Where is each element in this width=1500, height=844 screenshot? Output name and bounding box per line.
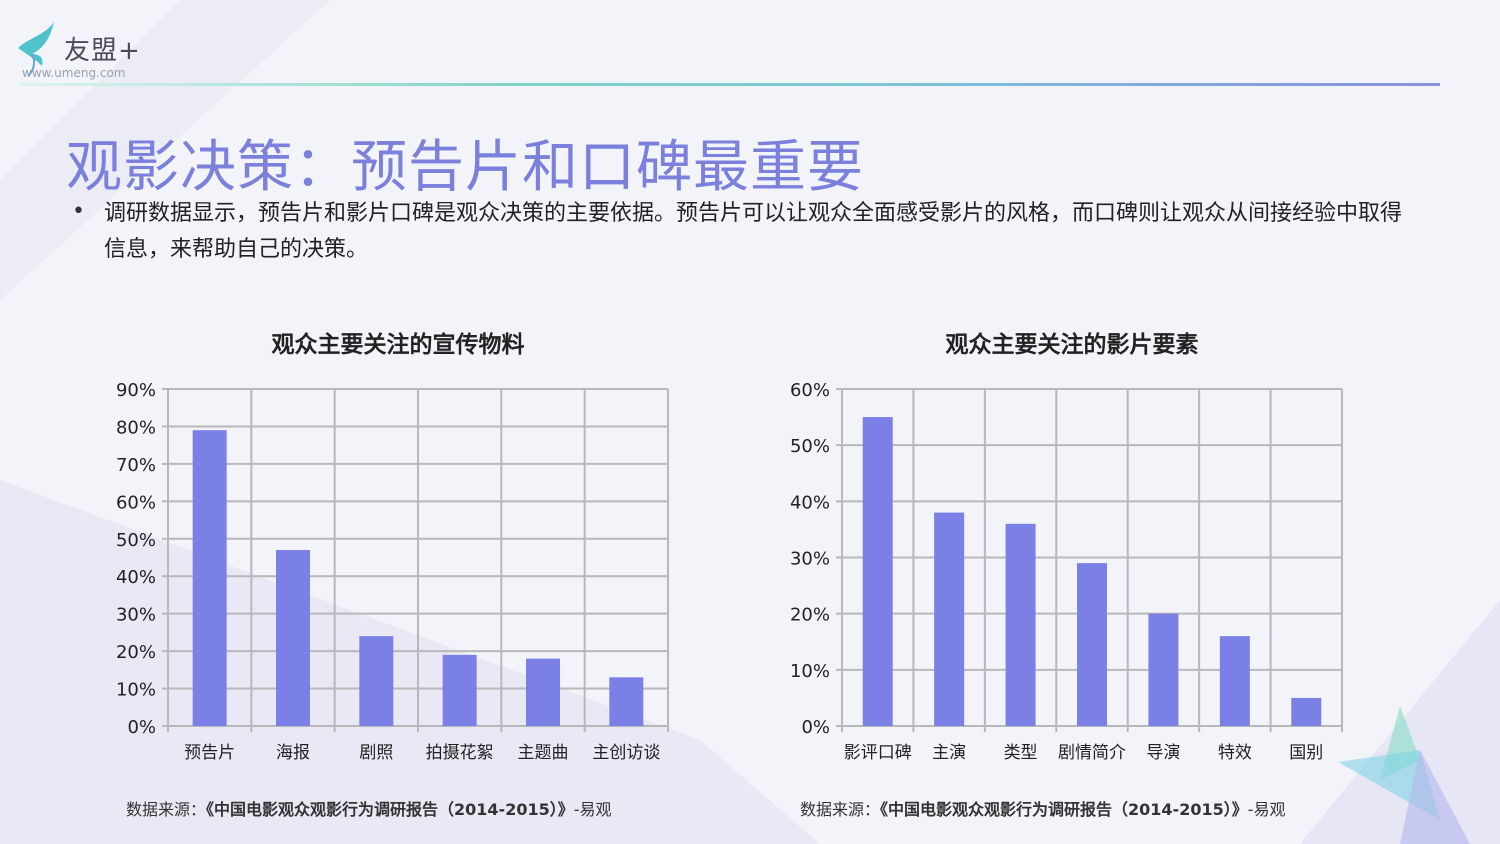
source-report: 《中国电影观众观影行为调研报告（2014-2015）》 (206, 800, 574, 819)
y-tick-label: 30% (116, 605, 156, 626)
source-report: 《中国电影观众观影行为调研报告（2014-2015）》 (880, 800, 1248, 819)
x-tick-label: 主演 (932, 743, 966, 763)
chart-title: 观众主要关注的宣传物料 (272, 331, 525, 358)
x-tick-label: 类型 (1004, 743, 1038, 763)
bar (862, 417, 893, 726)
x-tick-label: 主创访谈 (592, 743, 660, 763)
y-tick-label: 60% (116, 492, 156, 513)
chart-promotional-materials: 观众主要关注的宣传物料 0% 10% 20% 30% 40% 50% 60% 70% 80% 90%… (80, 320, 700, 780)
y-tick-label: 20% (116, 642, 156, 663)
x-tick-label: 主题曲 (518, 743, 569, 763)
umeng-logo-icon (18, 22, 54, 77)
bar (1148, 613, 1179, 726)
y-tick-label: 50% (116, 530, 156, 551)
bullet-text: 调研数据显示，预告片和影片口碑是观众决策的主要依据。预告片可以让观众全面感受影片… (104, 201, 1403, 262)
x-tick-label: 剧照 (359, 743, 393, 763)
x-tick-label: 剧情简介 (1058, 743, 1126, 763)
source-prefix: 数据来源： (800, 800, 881, 819)
y-tick-label: 90% (116, 380, 156, 401)
bullet-marker: • (72, 199, 85, 224)
bar (1291, 697, 1322, 726)
bar-chart-left: 观众主要关注的宣传物料 0% 10% 20% 30% 40% 50% 60% 70% 80% 90%… (116, 331, 669, 763)
bar (442, 654, 477, 726)
y-tick-label: 40% (790, 492, 830, 513)
x-tick-label: 影评口碑 (844, 743, 912, 763)
y-tick-label: 0% (801, 717, 830, 738)
bar-chart-right: 观众主要关注的影片要素 0% 10% 20% 30% 40% 50% 60% 影评口碑 主演 类型剧… (790, 331, 1343, 763)
source-prefix: 数据来源： (126, 800, 207, 819)
y-tick-label: 60% (790, 380, 830, 401)
y-tick-label: 80% (116, 417, 156, 438)
source-left: 数据来源：《中国电影观众观影行为调研报告（2014-2015）》-易观 (126, 796, 612, 820)
y-tick-label: 70% (116, 455, 156, 476)
source-suffix: -易观 (1247, 800, 1286, 819)
y-tick-label: 10% (116, 680, 156, 701)
header-divider (18, 83, 1440, 86)
y-tick-label: 50% (790, 436, 830, 457)
x-tick-label: 国别 (1289, 743, 1323, 763)
y-tick-label: 20% (790, 605, 830, 626)
y-tick-label: 30% (790, 549, 830, 570)
bar (359, 636, 394, 726)
bar (1005, 523, 1036, 726)
bar (1077, 563, 1107, 726)
bar (526, 658, 560, 726)
brand-url: www.umeng.com (22, 66, 126, 80)
bar (609, 677, 644, 726)
x-tick-label: 特效 (1218, 743, 1252, 763)
bar (192, 430, 227, 726)
y-tick-label: 0% (127, 717, 156, 738)
bar (1219, 636, 1250, 726)
y-tick-label: 40% (116, 567, 156, 588)
bar (934, 512, 965, 726)
chart-film-elements: 观众主要关注的影片要素 0% 10% 20% 30% 40% 50% 60% 影评口碑 主演 类型剧… (760, 320, 1370, 780)
chart-title: 观众主要关注的影片要素 (946, 331, 1199, 358)
x-tick-label: 拍摄花絮 (426, 743, 494, 763)
bar (276, 550, 310, 726)
source-right: 数据来源：《中国电影观众观影行为调研报告（2014-2015）》-易观 (800, 796, 1286, 820)
x-tick-label: 导演 (1146, 743, 1180, 763)
y-tick-label: 10% (790, 661, 830, 682)
slide-title: 观影决策：预告片和口碑最重要 (66, 135, 864, 200)
brand-name: 友盟+ (64, 36, 141, 66)
x-tick-label: 海报 (276, 743, 310, 763)
source-suffix: -易观 (573, 800, 612, 819)
x-tick-label: 预告片 (184, 743, 235, 763)
